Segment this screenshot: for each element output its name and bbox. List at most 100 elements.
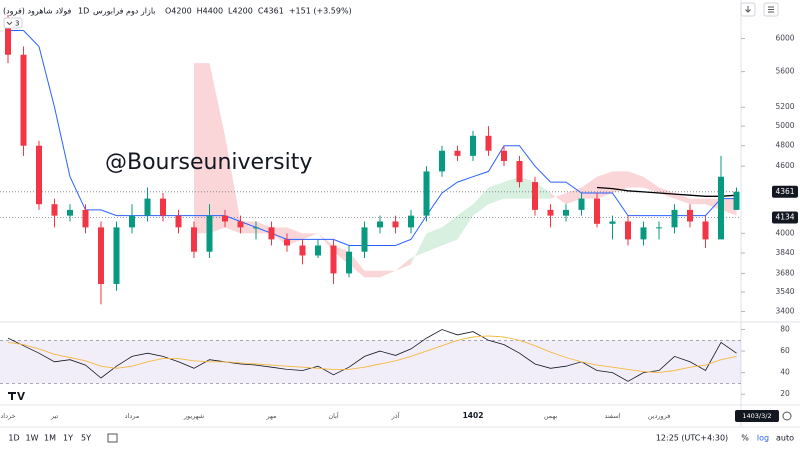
timezone[interactable]: 12:25 (UTC+4:30) (656, 434, 728, 443)
x-tick-label: اسفند (605, 412, 621, 420)
candle-body (609, 221, 616, 224)
period-button[interactable]: 1W (26, 434, 39, 443)
symbol: فولاد شاهرود (فرود) (3, 7, 71, 16)
y-tick-label: 4000 (775, 228, 794, 237)
x-tick-label: فروردین (648, 412, 671, 420)
indicators-count[interactable]: 3 (15, 20, 19, 28)
candle-body (656, 227, 662, 229)
candle-body (82, 209, 89, 228)
percent-toggle[interactable]: % (741, 434, 749, 443)
rsi-line (7, 335, 737, 374)
ohlc-value: C4361 (258, 7, 284, 16)
candle-body (144, 198, 151, 216)
x-tick-label: مرداد (125, 412, 140, 420)
cloud-segment (333, 245, 349, 265)
candle-body (470, 135, 476, 156)
indicator-line (596, 186, 737, 197)
x-tick-label: آذر (391, 411, 401, 420)
candle-body (377, 221, 383, 228)
cloud-segment (473, 187, 489, 216)
candle-body (67, 209, 73, 216)
x-tick-label: آبان (328, 411, 340, 420)
price-badge-label: 4134 (775, 212, 794, 221)
plot (0, 15, 741, 384)
x-tick-label: بهمن (544, 412, 558, 420)
cloud-segment (628, 171, 644, 188)
price-badge-label: 4361 (775, 187, 794, 196)
auto-toggle[interactable]: auto (776, 434, 794, 443)
candle-body (284, 239, 290, 246)
candle-body (206, 215, 213, 252)
candle-body (625, 221, 631, 240)
cloud-segment (690, 198, 706, 205)
cloud-segment (318, 233, 334, 252)
ohlc-value: H4400 (197, 7, 223, 16)
candle-body (718, 176, 724, 240)
candle-body (315, 245, 321, 256)
candle-body (222, 215, 228, 222)
y-tick-label: 3540 (775, 287, 794, 296)
y-tick-label: 4800 (775, 141, 794, 150)
log-toggle[interactable]: log (757, 434, 769, 443)
candle-body (578, 198, 585, 210)
watermark: @Bourseuniversity (105, 150, 312, 175)
cloud-segment (395, 257, 411, 271)
market: بازار دوم فرابورس (93, 7, 156, 16)
candle-body (346, 251, 352, 274)
candle-body (733, 191, 740, 210)
y-tick-label: 20 (780, 389, 790, 398)
cloud-segment (209, 63, 225, 234)
ohlc: O4200 H4400 L4200 C4361 +151 (+3.59%) (165, 7, 352, 16)
x-tick-label: مهر (265, 412, 276, 420)
y-tick-label: 60 (780, 346, 790, 355)
candle-body (408, 215, 414, 228)
period-button[interactable]: 1D (8, 434, 19, 443)
y-tick-label: 6000 (775, 33, 794, 42)
price-badge (772, 211, 798, 224)
candle-body (702, 221, 709, 240)
cloud-segment (302, 233, 318, 240)
candle-body (175, 215, 182, 228)
x-tick-label: شهریور (183, 412, 204, 420)
candle-body (299, 245, 306, 256)
date-range-icon[interactable] (107, 433, 118, 443)
icon (768, 6, 774, 13)
candle-body (640, 227, 647, 240)
cloud-segment (380, 270, 396, 278)
period-button[interactable]: 5Y (81, 434, 91, 443)
icon (745, 6, 751, 13)
cloud-segment (566, 187, 582, 205)
cloud-segment (705, 198, 721, 210)
cloud-segment (426, 227, 442, 252)
candle-body (113, 227, 120, 284)
candle-body (191, 227, 197, 252)
candle-body (160, 198, 166, 216)
y-tick-label: 3840 (775, 248, 794, 257)
cloud-segment (442, 215, 458, 246)
settings-icon[interactable] (782, 411, 792, 421)
candle-body (594, 198, 600, 224)
x-tick-label: 1402 (463, 411, 484, 420)
period-button[interactable]: 1Y (63, 434, 73, 443)
rsi-band (0, 340, 741, 384)
y-tick-label: 5200 (775, 102, 794, 111)
period-button[interactable]: 1M (44, 434, 56, 443)
candle-body (687, 209, 693, 222)
x-tick-label: تیر (50, 412, 59, 420)
candle-body (361, 227, 368, 252)
y-tick-label: 4600 (775, 161, 794, 170)
indicators-toggle[interactable] (3, 17, 23, 29)
candle-body (501, 150, 507, 161)
candle-body (51, 204, 58, 216)
cursor-date-badge (735, 410, 779, 422)
y-tick-label: 5600 (775, 67, 794, 76)
candle-body (330, 245, 337, 274)
toolbar: 1D 1W 1M 1Y 5Y 12:25 (UTC+4:30)% log auto (8, 433, 794, 443)
price-badge (772, 185, 798, 198)
candle-body (439, 150, 445, 172)
cloud-segment (550, 193, 566, 205)
cursor-date: 1403/3/2 (742, 412, 771, 420)
cloud-segment (643, 176, 659, 194)
candle-body (485, 135, 492, 151)
candle-body (547, 209, 554, 216)
